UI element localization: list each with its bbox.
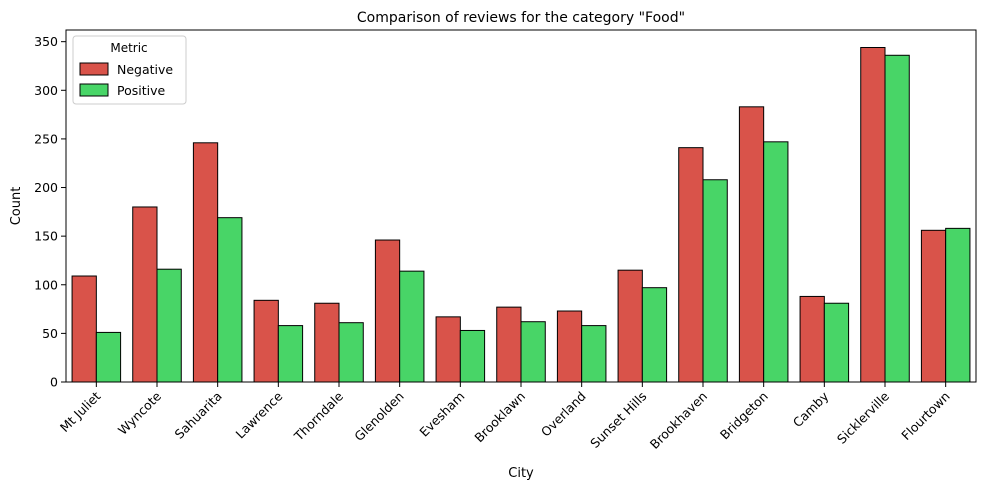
bar-positive: [945, 227, 971, 383]
bar-positive: [217, 217, 243, 383]
chart-title: Comparison of reviews for the category "…: [357, 10, 685, 26]
bar-negative: [556, 310, 583, 383]
x-tick-label: Brooklawn: [471, 389, 528, 446]
bar-negative: [435, 316, 461, 383]
bar-positive: [641, 287, 668, 383]
bar-negative: [920, 229, 947, 383]
x-axis-label: City: [508, 466, 534, 481]
y-axis-label: Count: [9, 187, 24, 226]
x-tick-label: Sahuarita: [172, 389, 225, 442]
bar-negative: [132, 206, 158, 383]
bar-negative: [860, 47, 886, 383]
x-tick-label: Glenolden: [351, 389, 406, 444]
x-tick-label: Lawrence: [232, 388, 285, 441]
bar-positive: [581, 325, 607, 383]
bar-positive: [702, 179, 728, 383]
bar-positive: [823, 302, 850, 383]
legend: Metric Negative Positive: [72, 35, 187, 105]
plot-frame: [65, 29, 977, 383]
x-tick-label: Brookhaven: [647, 389, 710, 452]
y-tick-label: 350: [34, 34, 58, 49]
y-tick-label: 300: [34, 83, 58, 98]
y-tick-label: 150: [34, 229, 58, 244]
bar-positive: [884, 54, 910, 383]
x-tick-label: Mt Juliet: [57, 388, 104, 435]
bar-positive: [95, 331, 122, 383]
bar-negative: [253, 299, 279, 383]
bar-positive: [399, 270, 425, 383]
bar-negative: [678, 147, 704, 383]
bar-positive: [763, 141, 789, 383]
bars: [71, 47, 971, 383]
legend-swatch-negative: [79, 62, 109, 76]
bar-positive: [520, 321, 546, 383]
y-tick-label: 200: [34, 180, 58, 195]
bar-negative: [71, 275, 97, 383]
y-tick-label: 250: [34, 131, 58, 146]
bar-negative: [738, 106, 765, 383]
bar-negative: [192, 142, 219, 383]
x-tick-label: Wyncote: [115, 388, 164, 437]
bar-negative: [496, 306, 522, 383]
x-tick-label: Evesham: [416, 389, 467, 440]
bar-negative: [374, 239, 401, 383]
legend-title: Metric: [110, 41, 147, 55]
bar-negative: [617, 269, 643, 383]
bar-positive: [156, 268, 182, 383]
x-tick-label: Thorndale: [290, 388, 346, 444]
legend-swatch-positive: [79, 83, 109, 97]
legend-label-negative: Negative: [117, 62, 173, 77]
x-tick-label: Camby: [790, 388, 832, 430]
x-tick-label: Bridgeton: [717, 389, 771, 443]
bar-negative: [314, 302, 340, 383]
bar-positive: [459, 329, 486, 383]
y-tick-label: 50: [42, 326, 58, 341]
y-tick-label: 0: [50, 375, 58, 390]
bar-negative: [799, 295, 825, 383]
bar-positive: [277, 325, 304, 383]
x-tick-label: Flourtown: [898, 389, 953, 444]
legend-label-positive: Positive: [117, 83, 165, 98]
y-tick-label: 100: [34, 277, 58, 292]
bar-positive: [338, 322, 364, 383]
x-tick-label: Overland: [538, 389, 589, 440]
x-tick-label: Sunset Hills: [587, 389, 649, 451]
x-tick-label: Sicklerville: [834, 388, 892, 446]
